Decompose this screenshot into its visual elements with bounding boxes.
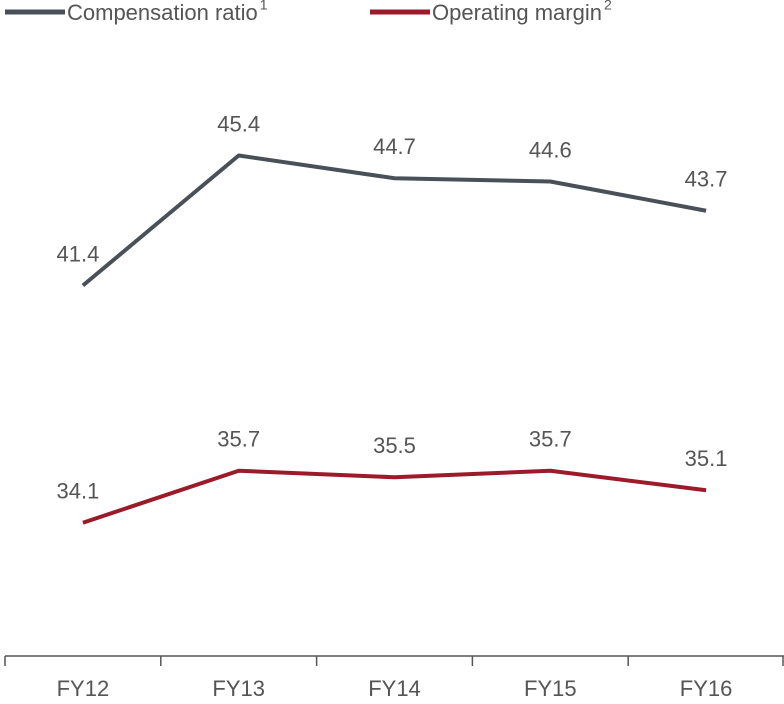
- legend-note: 1: [260, 0, 268, 13]
- data-label: 41.4: [56, 241, 99, 266]
- data-label: 35.5: [373, 433, 416, 458]
- data-label: 35.7: [217, 427, 260, 452]
- data-label: 43.7: [685, 167, 728, 192]
- x-tick-label: FY12: [57, 676, 110, 701]
- data-label: 34.1: [56, 479, 99, 504]
- x-tick-label: FY15: [524, 676, 577, 701]
- legend-label: Operating margin: [432, 0, 602, 25]
- series-line: [82, 468, 707, 525]
- x-tick-label: FY16: [680, 676, 733, 701]
- data-label: 44.7: [373, 134, 416, 159]
- legend-note: 2: [604, 0, 612, 13]
- data-label: 35.1: [685, 446, 728, 471]
- legend-label: Compensation ratio: [67, 0, 258, 25]
- data-label: 44.6: [529, 137, 572, 162]
- x-tick-label: FY13: [212, 676, 265, 701]
- x-tick-label: FY14: [368, 676, 421, 701]
- series-line: [81, 153, 707, 288]
- data-label: 35.7: [529, 427, 572, 452]
- data-label: 45.4: [217, 111, 260, 136]
